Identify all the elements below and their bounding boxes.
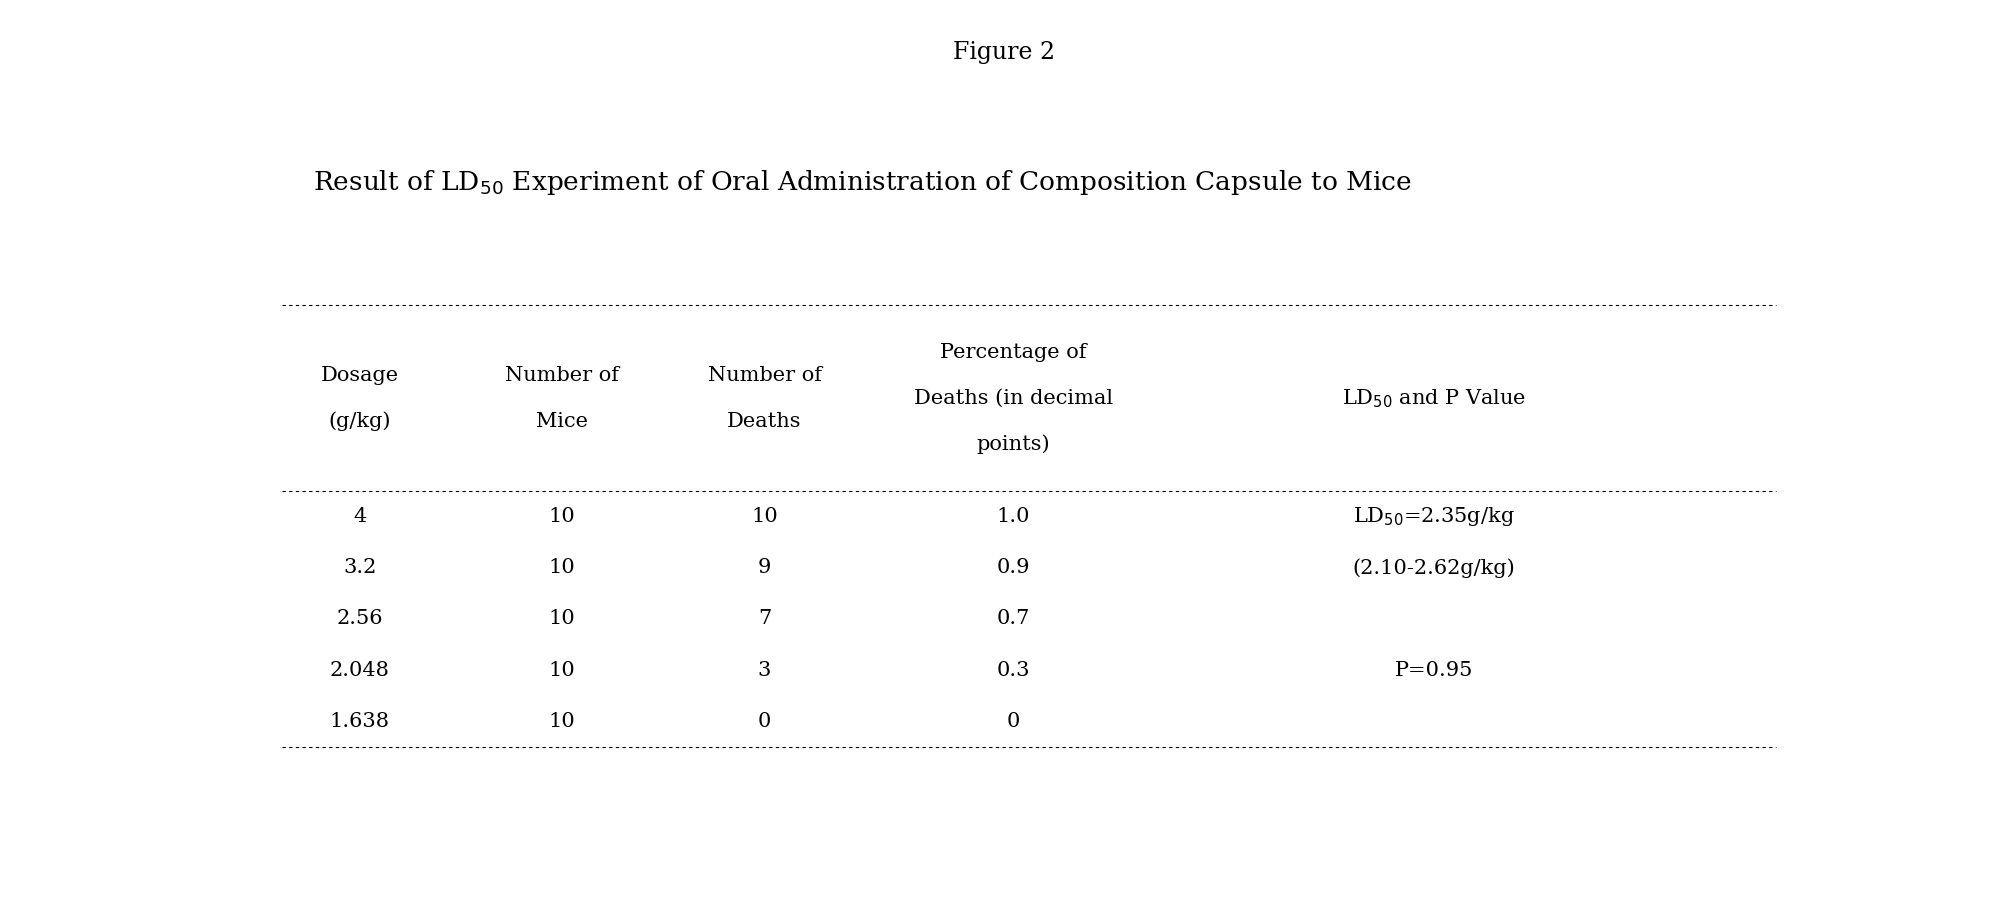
Text: Result of LD$_{50}$ Experiment of Oral Administration of Composition Capsule to : Result of LD$_{50}$ Experiment of Oral A… <box>313 168 1411 197</box>
Text: Deaths: Deaths <box>727 411 801 430</box>
Text: 2.048: 2.048 <box>329 661 389 680</box>
Text: 9: 9 <box>757 559 771 577</box>
Text: Number of: Number of <box>506 366 618 385</box>
Text: 3.2: 3.2 <box>343 559 377 577</box>
Text: Figure 2: Figure 2 <box>953 41 1054 64</box>
Text: 7: 7 <box>757 610 771 629</box>
Text: LD$_{50}$=2.35g/kg: LD$_{50}$=2.35g/kg <box>1353 505 1513 528</box>
Text: 10: 10 <box>751 507 777 526</box>
Text: 0: 0 <box>1006 712 1020 731</box>
Text: Mice: Mice <box>536 411 588 430</box>
Text: 2.56: 2.56 <box>337 610 383 629</box>
Text: 0: 0 <box>757 712 771 731</box>
Text: 10: 10 <box>548 661 576 680</box>
Text: 0.9: 0.9 <box>995 559 1030 577</box>
Text: 4: 4 <box>353 507 367 526</box>
Text: Number of: Number of <box>706 366 821 385</box>
Text: LD$_{50}$ and P Value: LD$_{50}$ and P Value <box>1341 387 1525 410</box>
Text: 10: 10 <box>548 559 576 577</box>
Text: 0.7: 0.7 <box>995 610 1030 629</box>
Text: (2.10-2.62g/kg): (2.10-2.62g/kg) <box>1351 558 1515 578</box>
Text: 10: 10 <box>548 712 576 731</box>
Text: Deaths (in decimal: Deaths (in decimal <box>913 389 1112 408</box>
Text: (g/kg): (g/kg) <box>329 411 391 430</box>
Text: 0.3: 0.3 <box>995 661 1030 680</box>
Text: P=0.95: P=0.95 <box>1393 661 1473 680</box>
Text: 1.638: 1.638 <box>329 712 389 731</box>
Text: 1.0: 1.0 <box>995 507 1030 526</box>
Text: Dosage: Dosage <box>321 366 399 385</box>
Text: 10: 10 <box>548 507 576 526</box>
Text: points): points) <box>975 434 1050 453</box>
Text: 3: 3 <box>757 661 771 680</box>
Text: 10: 10 <box>548 610 576 629</box>
Text: Percentage of: Percentage of <box>939 343 1086 362</box>
